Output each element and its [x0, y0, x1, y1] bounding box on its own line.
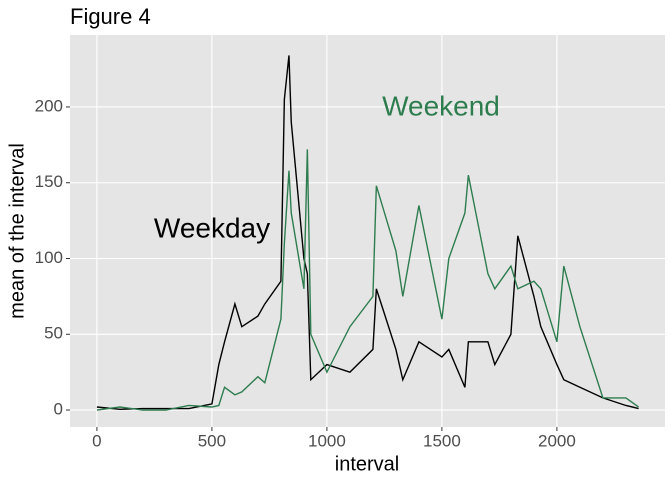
series-line: [96, 55, 639, 410]
x-tick-label: 2000: [538, 431, 576, 450]
chart-title: Figure 4: [70, 4, 151, 29]
y-tick-label: 50: [44, 324, 63, 343]
x-tick-label: 500: [198, 431, 226, 450]
series-line: [96, 149, 639, 411]
y-tick-label: 200: [35, 96, 63, 115]
series-label: Weekday: [154, 212, 270, 243]
y-tick-label: 0: [54, 400, 63, 419]
x-tick-label: 0: [92, 431, 101, 450]
y-tick-label: 100: [35, 248, 63, 267]
y-tick-label: 150: [35, 172, 63, 191]
grid: [70, 35, 665, 427]
x-tick-label: 1500: [423, 431, 461, 450]
panel: [70, 35, 665, 427]
lines: [96, 55, 639, 411]
x-axis-label: interval: [335, 453, 399, 475]
x-tick-label: 1000: [308, 431, 346, 450]
y-axis-label: mean of the interval: [6, 143, 28, 319]
series-label: Weekend: [382, 90, 500, 121]
